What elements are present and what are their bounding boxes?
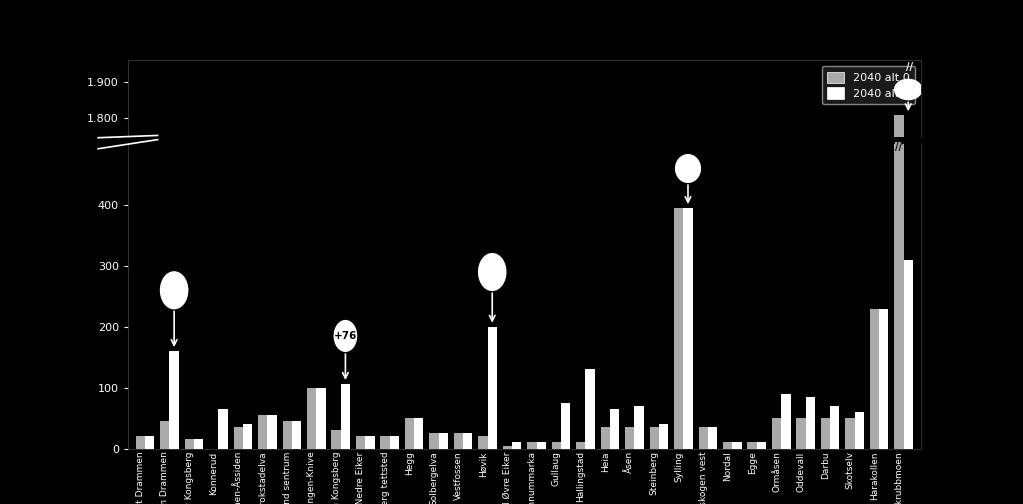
Bar (772, 418, 782, 449)
Bar (292, 421, 301, 449)
Bar (723, 443, 732, 449)
Ellipse shape (895, 80, 922, 99)
Text: +76: +76 (333, 331, 357, 341)
Bar (194, 439, 204, 449)
Ellipse shape (479, 254, 505, 290)
Bar (430, 433, 439, 449)
Bar (282, 421, 292, 449)
Bar (414, 418, 424, 449)
Bar (316, 388, 325, 449)
Bar (674, 208, 683, 449)
Bar (267, 415, 276, 449)
Bar (748, 443, 757, 449)
Ellipse shape (676, 155, 700, 182)
Bar (561, 403, 570, 449)
Bar (870, 308, 879, 449)
Bar (527, 443, 536, 449)
Bar (551, 443, 561, 449)
Legend: 2040 alt.0, 2040 alt.1: 2040 alt.0, 2040 alt.1 (821, 66, 916, 104)
Bar (585, 369, 594, 449)
Text: //: // (895, 142, 902, 152)
Bar (356, 436, 365, 449)
Bar (381, 436, 390, 449)
Bar (513, 443, 522, 449)
Bar (854, 412, 864, 449)
Bar (502, 446, 513, 449)
Bar (806, 397, 815, 449)
Bar (796, 418, 806, 449)
Ellipse shape (161, 272, 187, 308)
Bar (184, 439, 194, 449)
Bar (536, 443, 546, 449)
Bar (820, 418, 830, 449)
Bar (145, 436, 154, 449)
Bar (479, 436, 488, 449)
Bar (365, 436, 374, 449)
Bar (405, 418, 414, 449)
Bar (136, 436, 145, 449)
Bar (390, 436, 399, 449)
Bar (879, 308, 888, 449)
Bar (610, 409, 619, 449)
Bar (242, 424, 253, 449)
Bar (634, 406, 643, 449)
Bar (625, 427, 634, 449)
Bar (830, 406, 840, 449)
Bar (331, 430, 341, 449)
Bar (258, 415, 267, 449)
Text: //: // (906, 62, 913, 72)
Bar (233, 427, 242, 449)
Bar (894, 115, 903, 504)
Bar (463, 433, 473, 449)
Bar (341, 384, 350, 449)
Bar (845, 418, 854, 449)
Bar (782, 394, 791, 449)
Bar (576, 443, 585, 449)
Ellipse shape (335, 321, 356, 351)
Bar (903, 260, 913, 449)
Bar (650, 427, 659, 449)
Bar (488, 327, 497, 449)
Bar (219, 409, 228, 449)
Bar (708, 427, 717, 449)
Bar (894, 0, 903, 449)
Bar (307, 388, 316, 449)
Bar (170, 351, 179, 449)
Bar (439, 433, 448, 449)
Bar (659, 424, 668, 449)
Bar (699, 427, 708, 449)
Bar (757, 443, 766, 449)
Bar (683, 208, 693, 449)
Bar (161, 421, 170, 449)
Bar (454, 433, 463, 449)
Bar (601, 427, 610, 449)
Bar (732, 443, 742, 449)
